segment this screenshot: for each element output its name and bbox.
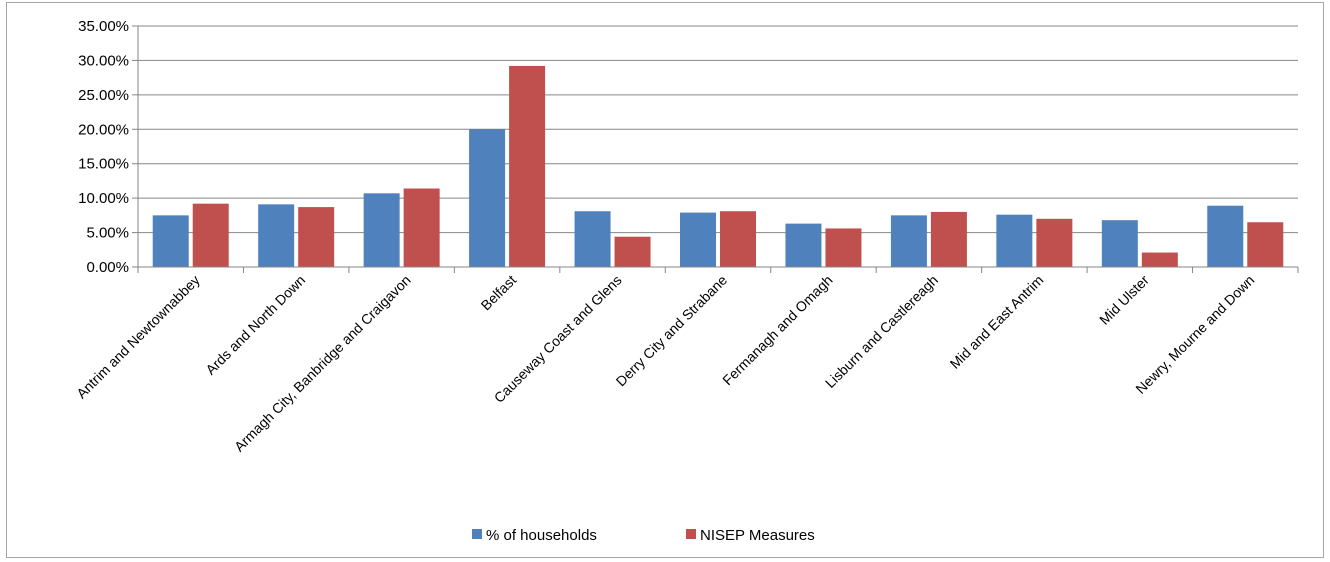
bar-nisep xyxy=(1036,218,1073,267)
y-tick-label: 10.00% xyxy=(78,190,129,207)
category-label: Derry City and Strabane xyxy=(613,272,731,390)
category-label: Mid and East Antrim xyxy=(947,272,1047,372)
bar-nisep xyxy=(720,211,756,267)
legend-label: % of households xyxy=(486,527,597,544)
category-label: Fermanagh and Omagh xyxy=(719,272,835,388)
bar-households xyxy=(152,215,189,267)
y-axis-ticks: 0.00% 5.00% 10.00% 15.00% 20.00% 25.00% 30.00%… xyxy=(78,18,138,276)
bar-nisep xyxy=(825,228,862,267)
bar-nisep xyxy=(403,188,440,267)
legend-swatch xyxy=(686,529,696,539)
bar-households xyxy=(258,204,295,267)
bar-households xyxy=(1207,205,1244,267)
legend-swatch xyxy=(472,529,482,539)
bars xyxy=(152,65,1284,268)
bar-households xyxy=(363,193,400,267)
bar-households xyxy=(996,214,1033,267)
y-tick-label: 20.00% xyxy=(78,121,129,138)
legend-label: NISEP Measures xyxy=(700,527,815,544)
bar-nisep xyxy=(1247,222,1284,267)
bar-households xyxy=(890,215,927,267)
category-label: Armagh City, Banbridge and Craigavon xyxy=(231,272,414,455)
bar-households xyxy=(469,129,506,267)
category-labels: Antrim and Newtownabbey Ards and North Do… xyxy=(73,272,1257,455)
bar-nisep xyxy=(509,65,546,268)
bar-households xyxy=(574,211,611,267)
y-tick-label: 25.00% xyxy=(78,87,129,104)
bar-households xyxy=(1101,220,1138,267)
bar-nisep xyxy=(930,211,967,267)
category-label: Lisburn and Castlereagh xyxy=(822,272,941,391)
y-tick-label: 5.00% xyxy=(86,225,129,242)
y-tick-label: 30.00% xyxy=(78,52,129,69)
bar-nisep xyxy=(1141,252,1178,267)
bar-nisep xyxy=(192,203,229,267)
bar-nisep xyxy=(614,236,651,267)
bar-households xyxy=(785,223,822,267)
category-label: Ards and North Down xyxy=(202,272,308,378)
gridlines xyxy=(138,25,1298,234)
axes xyxy=(137,26,1299,273)
category-label: Newry, Mourne and Down xyxy=(1132,272,1257,397)
y-tick-label: 35.00% xyxy=(78,18,129,35)
y-tick-label: 15.00% xyxy=(78,156,129,173)
bar-households xyxy=(680,212,716,267)
bar-nisep xyxy=(298,207,335,267)
y-tick-label: 0.00% xyxy=(86,259,129,276)
category-label: Antrim and Newtownabbey xyxy=(73,272,203,402)
category-label: Belfast xyxy=(478,272,520,314)
category-label: Mid Ulster xyxy=(1096,272,1152,328)
legend: % of households NISEP Measures xyxy=(472,527,815,544)
category-label: Causeway Coast and Glens xyxy=(491,272,625,406)
